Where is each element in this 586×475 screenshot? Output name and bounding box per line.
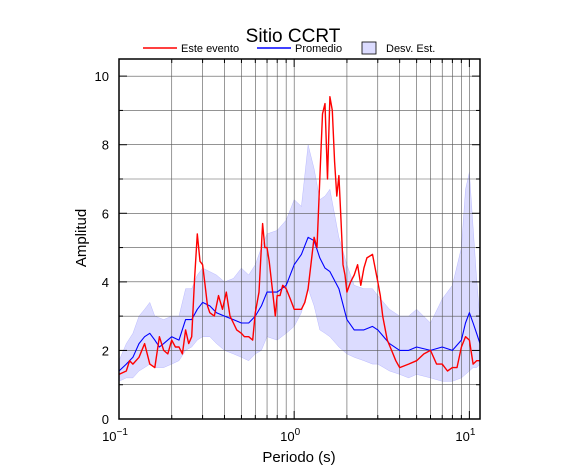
legend-label-desv: Desv. Est. bbox=[386, 43, 435, 55]
tick-labels: 0 2 4 6 8 10 10−1 100 101 bbox=[95, 69, 476, 444]
tick-marks bbox=[118, 59, 480, 420]
y-tick-label: 8 bbox=[102, 138, 109, 153]
y-tick-label: 6 bbox=[102, 206, 109, 221]
x-axis-label: Periodo (s) bbox=[262, 449, 335, 466]
series-line-promedio bbox=[118, 236, 481, 372]
std-band-layer bbox=[118, 144, 481, 382]
x-tick-label: 101 bbox=[455, 427, 475, 444]
x-tick-label: 10−1 bbox=[102, 427, 128, 444]
legend-swatch-desv bbox=[361, 41, 377, 55]
plot-frame bbox=[118, 58, 481, 420]
plot-area: 0 2 4 6 8 10 10−1 100 101 bbox=[95, 58, 481, 444]
legend: Este evento Promedio Desv. Est. bbox=[143, 41, 435, 55]
series-line-este bbox=[118, 95, 480, 376]
legend-label-este: Este evento bbox=[181, 43, 239, 55]
series-layer bbox=[118, 95, 481, 376]
chart-title: Sitio CCRT bbox=[246, 26, 341, 47]
std-band bbox=[119, 144, 480, 382]
y-tick-label: 4 bbox=[102, 275, 109, 290]
legend-label-promedio: Promedio bbox=[295, 43, 342, 55]
x-tick-label: 100 bbox=[280, 427, 300, 444]
y-axis-label: Amplitud bbox=[73, 209, 90, 267]
y-tick-label: 10 bbox=[95, 69, 109, 84]
y-tick-label: 0 bbox=[102, 412, 109, 427]
y-tick-label: 2 bbox=[102, 343, 109, 358]
